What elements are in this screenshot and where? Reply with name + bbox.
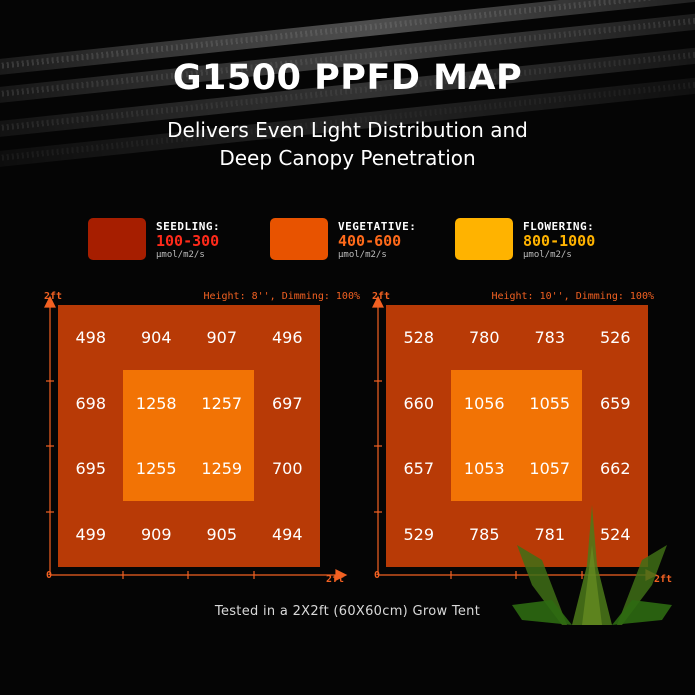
x-axis-max-label: 2ft	[326, 574, 345, 585]
page-title: G1500 PPFD MAP	[172, 58, 523, 98]
ppfd-value-cell: 907	[206, 328, 238, 348]
ppfd-value-cell: 1258	[135, 393, 177, 413]
ppfd-value-cell: 1257	[201, 393, 243, 413]
x-axis-max-label: 2ft	[654, 574, 673, 585]
ppfd-value-cell: 659	[599, 393, 631, 413]
ppfd-value-cell: 524	[599, 524, 631, 544]
ppfd-value-cell: 494	[271, 524, 303, 544]
legend-swatch-flowering	[455, 218, 513, 260]
ppfd-value-cell: 657	[403, 459, 435, 479]
ppfd-value-cell: 499	[75, 524, 107, 544]
test-conditions-note: Tested in a 2X2ft (60X60cm) Grow Tent	[214, 604, 481, 619]
ppfd-value-cell: 1259	[201, 459, 243, 479]
ppfd-value-cell: 662	[599, 459, 631, 479]
ppfd-grid: 528 780 783 526 660 1056 1055 659 657 1053 1057 662…	[386, 305, 648, 567]
legend-range-vegetative: 400-600	[338, 232, 402, 250]
ppfd-value-cell: 660	[403, 393, 435, 413]
ppfd-map-10in: 2ft 0 2ft Height: 10'', Dimming: 100% 52…	[370, 285, 690, 595]
y-axis-max-label: 2ft	[372, 291, 391, 302]
legend-unit-flowering: μmol/m2/s	[523, 250, 572, 260]
ppfd-value-cell: 700	[271, 459, 303, 479]
legend-label-flowering: FLOWERING:	[523, 220, 595, 233]
page-subtitle: Delivers Even Light Distribution and Dee…	[0, 116, 695, 172]
legend-label-seedling: SEEDLING:	[156, 220, 221, 233]
origin-label: 0	[374, 570, 381, 581]
ppfd-value-cell: 496	[271, 328, 303, 348]
ppfd-value-cell: 529	[403, 524, 435, 544]
legend-item-seedling: SEEDLING: 100-300 μmol/m2/s	[88, 218, 238, 262]
ppfd-value-cell: 909	[140, 524, 172, 544]
ppfd-center-zone	[123, 370, 254, 501]
legend-unit-seedling: μmol/m2/s	[156, 250, 205, 260]
legend-range-seedling: 100-300	[156, 232, 220, 250]
ppfd-value-cell: 780	[468, 328, 500, 348]
leaf-logo-icon	[512, 505, 672, 625]
ppfd-value-cell: 905	[206, 524, 238, 544]
subtitle-line-2: Deep Canopy Penetration	[219, 146, 476, 170]
ppfd-value-cell: 526	[599, 328, 631, 348]
map-height-label: Height: 8'', Dimming: 100%	[203, 291, 360, 302]
legend-unit-vegetative: μmol/m2/s	[338, 250, 387, 260]
ppfd-value-cell: 1056	[463, 393, 505, 413]
ppfd-value-cell: 498	[75, 328, 107, 348]
ppfd-value-cell: 904	[140, 328, 172, 348]
ppfd-value-cell: 1055	[529, 393, 571, 413]
ppfd-value-cell: 1053	[463, 459, 505, 479]
legend-swatch-vegetative	[270, 218, 328, 260]
ppfd-value-cell: 781	[534, 524, 566, 544]
map-axes	[44, 295, 348, 581]
legend-item-flowering: FLOWERING: 800-1000 μmol/m2/s	[455, 218, 625, 262]
legend-item-vegetative: VEGETATIVE: 400-600 μmol/m2/s	[270, 218, 430, 262]
subtitle-line-1: Delivers Even Light Distribution and	[167, 118, 528, 142]
legend-range-flowering: 800-1000	[523, 232, 596, 250]
ppfd-value-cell: 698	[75, 393, 107, 413]
ppfd-grid: 498 904 907 496 698 1258 1257 697 695 1255 1259 700…	[58, 305, 320, 567]
ppfd-value-cell: 1255	[135, 459, 177, 479]
legend-label-vegetative: VEGETATIVE:	[338, 220, 417, 233]
ppfd-value-cell: 695	[75, 459, 107, 479]
legend-swatch-seedling	[88, 218, 146, 260]
ppfd-value-cell: 528	[403, 328, 435, 348]
origin-label: 0	[46, 570, 53, 581]
ppfd-value-cell: 697	[271, 393, 303, 413]
ppfd-map-8in: 2ft 0 2ft Height: 8'', Dimming: 100% 498…	[42, 285, 362, 595]
ppfd-center-zone	[451, 370, 582, 501]
ppfd-value-cell: 785	[468, 524, 500, 544]
ppfd-value-cell: 1057	[529, 459, 571, 479]
map-height-label: Height: 10'', Dimming: 100%	[491, 291, 654, 302]
y-axis-max-label: 2ft	[44, 291, 63, 302]
ppfd-value-cell: 783	[534, 328, 566, 348]
